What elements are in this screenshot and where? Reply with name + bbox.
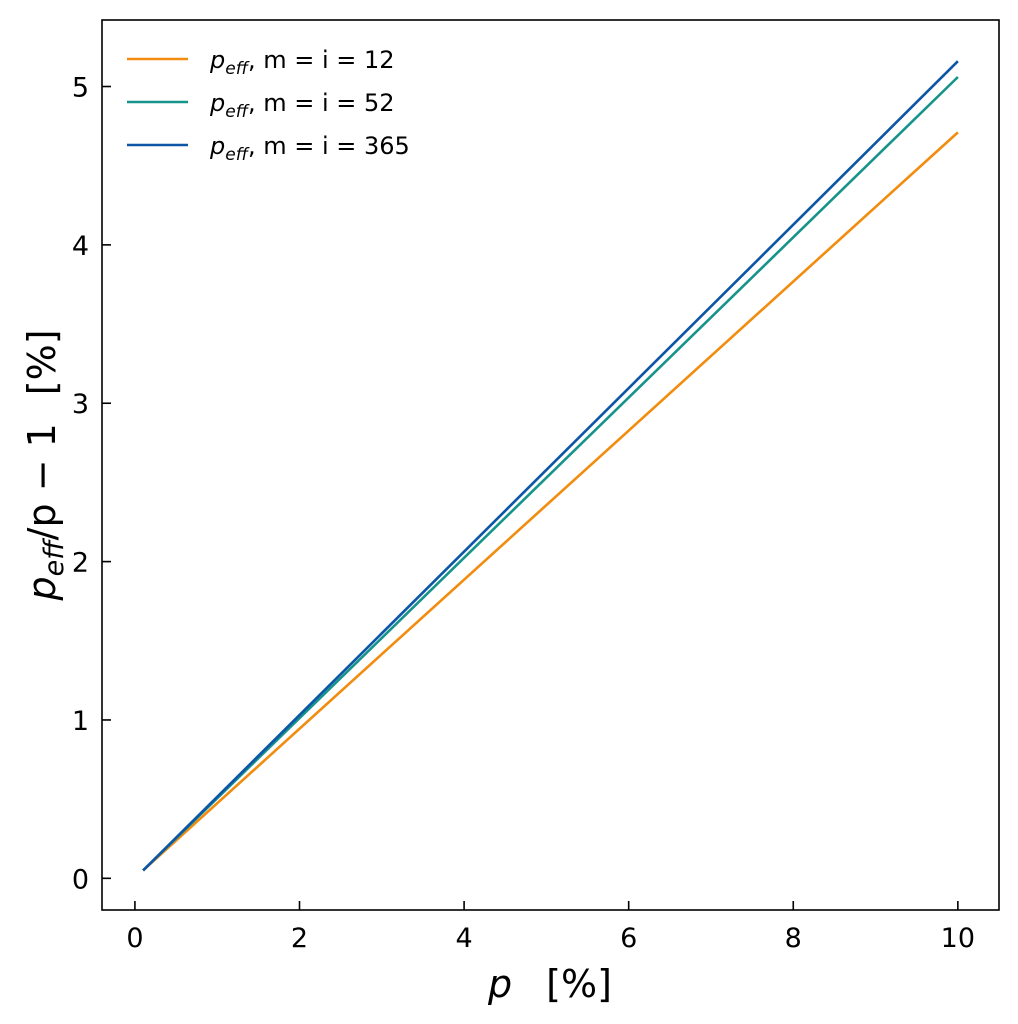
legend-entry-2: peff, m = i = 365 [209, 132, 410, 165]
x-tick-label: 10 [941, 923, 975, 954]
legend-rest: , m = i = 12 [248, 46, 395, 74]
y-tick-label: 2 [72, 548, 89, 579]
y-tick-label: 4 [72, 231, 89, 262]
legend-sub: eff [225, 102, 249, 122]
x-tick-label: 2 [291, 923, 308, 954]
y-axis-label-unit: [%] [20, 329, 64, 395]
y-axis-label: peff/p − 1 [%] [20, 329, 70, 601]
y-axis-label-sub: eff [39, 538, 70, 577]
y-tick-label: 3 [72, 389, 89, 420]
x-axis-label-var: p [487, 962, 512, 1006]
y-axis-label-var: p [20, 576, 64, 601]
y-tick-label: 5 [72, 73, 89, 104]
y-axis-label-rest: /p − 1 [20, 423, 64, 540]
x-tick-label: 8 [785, 923, 802, 954]
x-axis-label-unit: [%] [546, 962, 612, 1006]
legend-var: p [209, 132, 225, 160]
series-line-0 [142, 131, 959, 872]
x-axis-label: p [%] [487, 962, 612, 1006]
x-tick-label: 0 [126, 923, 143, 954]
axis-ticks: 0 2 4 6 8 10 0 1 2 3 4 5 [72, 73, 975, 954]
legend-sub: eff [225, 145, 249, 165]
series-line-1 [142, 76, 959, 872]
series-line-2 [142, 60, 959, 872]
legend-rest: , m = i = 52 [248, 89, 395, 117]
series-lines [142, 60, 959, 872]
y-tick-label: 0 [72, 864, 89, 895]
y-tick-label: 1 [72, 706, 89, 737]
legend-entry-0: peff, m = i = 12 [209, 46, 395, 79]
legend-var: p [209, 46, 225, 74]
legend-var: p [209, 89, 225, 117]
legend-rest: , m = i = 365 [248, 132, 410, 160]
x-tick-label: 4 [455, 923, 472, 954]
plot-frame [101, 19, 1000, 911]
x-tick-label: 6 [620, 923, 637, 954]
legend-sub: eff [225, 59, 249, 79]
legend-entry-1: peff, m = i = 52 [209, 89, 395, 122]
